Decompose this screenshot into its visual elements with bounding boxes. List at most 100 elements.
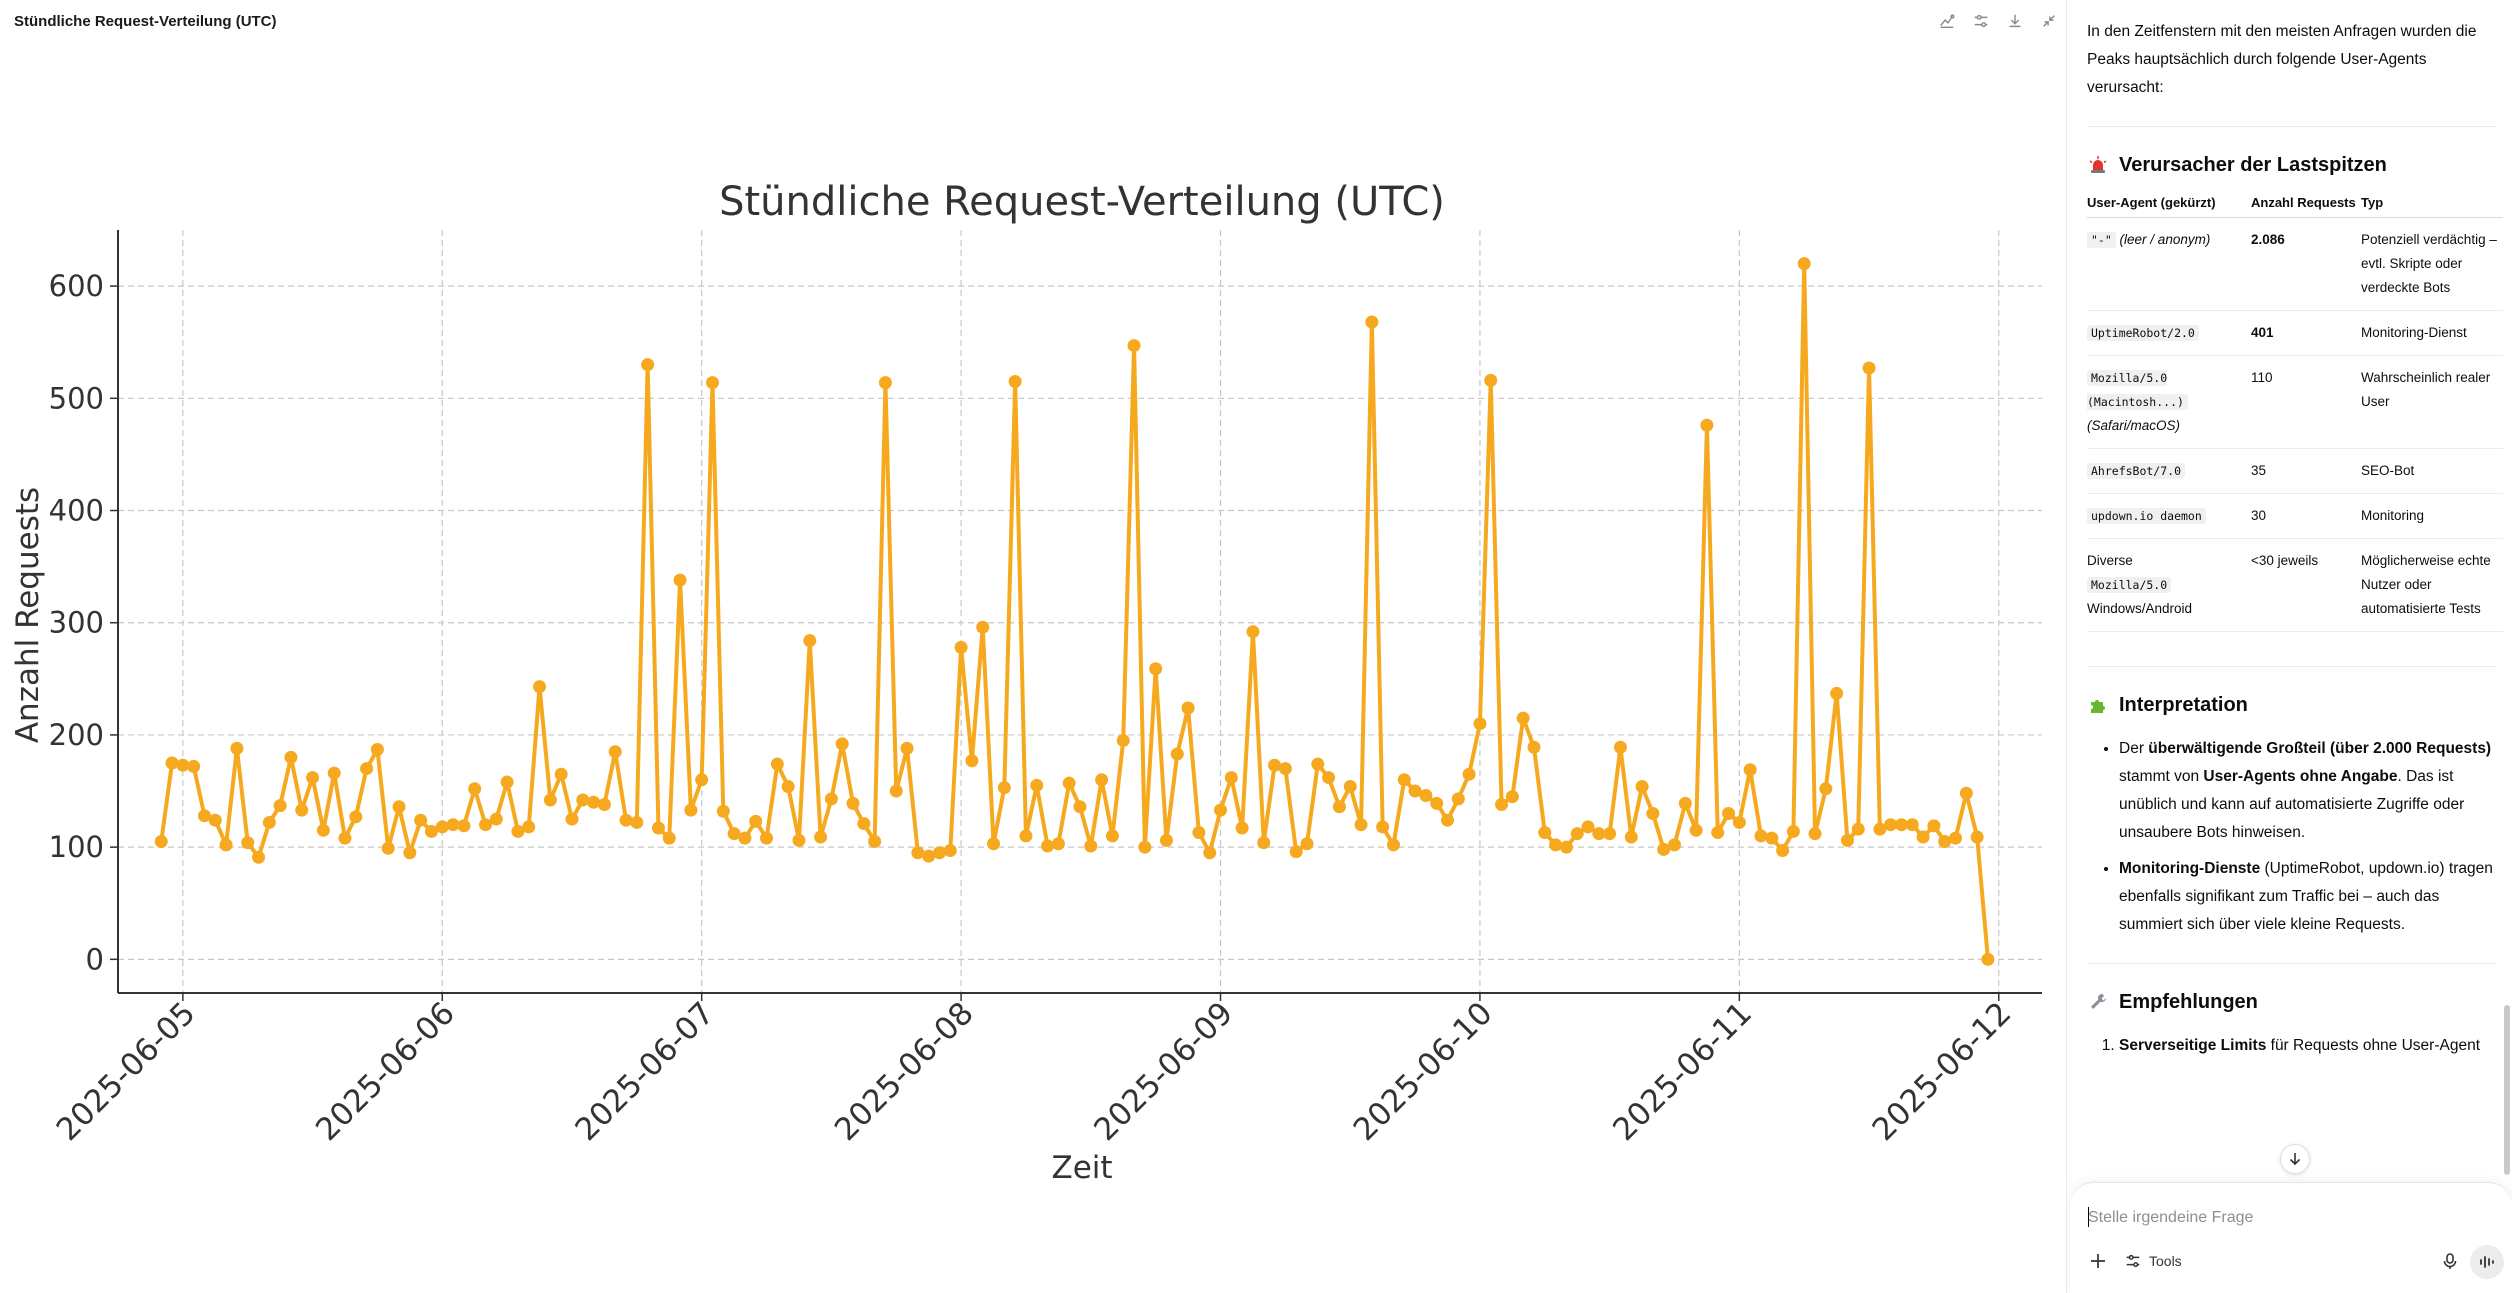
x-tick-label: 2025-06-05 (50, 995, 203, 1148)
agent-type: Wahrscheinlich realer User (2361, 355, 2503, 449)
chart-grid (118, 230, 2042, 993)
data-point (1570, 827, 1584, 841)
data-point (587, 795, 601, 809)
data-point (1051, 837, 1065, 851)
alarm-light-icon (2087, 154, 2109, 176)
data-point (1192, 826, 1206, 840)
data-point (1343, 780, 1357, 794)
data-point (381, 841, 395, 855)
data-point (1451, 792, 1465, 806)
data-point (554, 767, 568, 781)
data-point (1170, 747, 1184, 761)
data-point (479, 818, 493, 832)
data-point (1386, 838, 1400, 852)
data-point (1667, 838, 1681, 852)
data-point (1376, 820, 1390, 834)
data-point (1624, 830, 1638, 844)
microphone-icon[interactable] (2438, 1249, 2462, 1273)
interpretation-list: Der überwältigende Großteil (über 2.000 … (2087, 735, 2497, 939)
data-point (770, 757, 784, 771)
data-point (1105, 829, 1119, 843)
bold-text: User-Agents ohne Angabe (2203, 768, 2398, 785)
data-point (511, 824, 525, 838)
data-point (295, 803, 309, 817)
data-point (338, 831, 352, 845)
bold-text: Monitoring-Dienste (2119, 860, 2261, 877)
data-point (446, 818, 460, 832)
data-point (976, 620, 990, 634)
panel-toolbar (1936, 10, 2060, 32)
chart-title: Stündliche Request-Verteilung (UTC) (719, 179, 1445, 225)
data-point (1592, 827, 1606, 841)
request-count: 35 (2251, 448, 2361, 494)
data-point (965, 754, 979, 768)
data-point (1754, 829, 1768, 843)
user-agent-suffix: Windows/Android (2087, 601, 2193, 616)
tools-button[interactable]: Tools (2124, 1247, 2182, 1275)
data-point (1462, 767, 1476, 781)
data-point (1484, 373, 1498, 387)
data-point (522, 820, 536, 834)
prompt-input[interactable] (2088, 1205, 2468, 1231)
data-point (727, 827, 741, 841)
data-point (1722, 806, 1736, 820)
data-point (705, 376, 719, 390)
plus-icon[interactable] (2086, 1249, 2110, 1273)
data-point (306, 771, 320, 785)
data-point (1127, 339, 1141, 353)
data-point (651, 821, 665, 835)
data-point (1268, 758, 1282, 772)
data-point (878, 376, 892, 390)
request-count: 30 (2251, 493, 2361, 539)
sliders-icon[interactable] (1970, 10, 1992, 32)
panel-title: Stündliche Request-Verteilung (UTC) (14, 13, 277, 30)
voice-mode-icon[interactable] (2470, 1245, 2504, 1279)
data-point (1884, 818, 1898, 832)
user-agent-prefix: Diverse (2087, 553, 2133, 568)
data-point (749, 814, 763, 828)
data-point (1397, 773, 1411, 787)
data-point (1322, 771, 1336, 785)
x-tick-label: 2025-06-06 (309, 995, 462, 1148)
puzzle-icon (2087, 694, 2109, 716)
bold-text: Serverseitige Limits (2119, 1037, 2267, 1054)
data-point (868, 835, 882, 849)
text-cursor (2088, 1207, 2089, 1227)
data-point (1365, 315, 1379, 329)
wrench-icon (2087, 991, 2109, 1013)
section-title: Verursacher der Lastspitzen (2119, 154, 2387, 176)
sliders-icon (2126, 1254, 2140, 1268)
data-point (792, 833, 806, 847)
data-point (1613, 740, 1627, 754)
download-icon[interactable] (2004, 10, 2026, 32)
user-agent-code: updown.io daemon (2087, 508, 2206, 524)
data-point (230, 741, 244, 755)
data-point (814, 830, 828, 844)
data-point (1278, 762, 1292, 776)
data-point (835, 737, 849, 751)
collapse-icon[interactable] (2038, 10, 2060, 32)
table-row: "-" (leer / anonym) 2.086 Potenziell ver… (2087, 217, 2503, 311)
data-point (197, 809, 211, 823)
section-heading-recommendations: Empfehlungen (2087, 988, 2497, 1016)
section-heading-interpretation: Interpretation (2087, 691, 2497, 719)
data-point (954, 640, 968, 654)
list-item: Serverseitige Limits für Requests ohne U… (2119, 1032, 2497, 1060)
data-point (208, 813, 222, 827)
y-axis-label: Anzahl Requests (10, 487, 46, 743)
data-point (1927, 819, 1941, 833)
user-agent-code: Mozilla/5.0 (Macintosh...) (2087, 370, 2188, 410)
data-point (922, 849, 936, 863)
data-point (1473, 717, 1487, 731)
divider (2087, 666, 2497, 667)
data-point (1257, 836, 1271, 850)
chart-style-icon[interactable] (1936, 10, 1958, 32)
scrollbar-thumb[interactable] (2504, 1005, 2510, 1175)
x-tick-label: 2025-06-08 (828, 995, 981, 1148)
data-point (824, 792, 838, 806)
data-point (1786, 824, 1800, 838)
table-row: updown.io daemon 30 Monitoring (2087, 493, 2503, 539)
request-count: <30 jeweils (2251, 538, 2361, 632)
data-point (1289, 845, 1303, 859)
scroll-down-button[interactable] (2280, 1144, 2310, 1174)
